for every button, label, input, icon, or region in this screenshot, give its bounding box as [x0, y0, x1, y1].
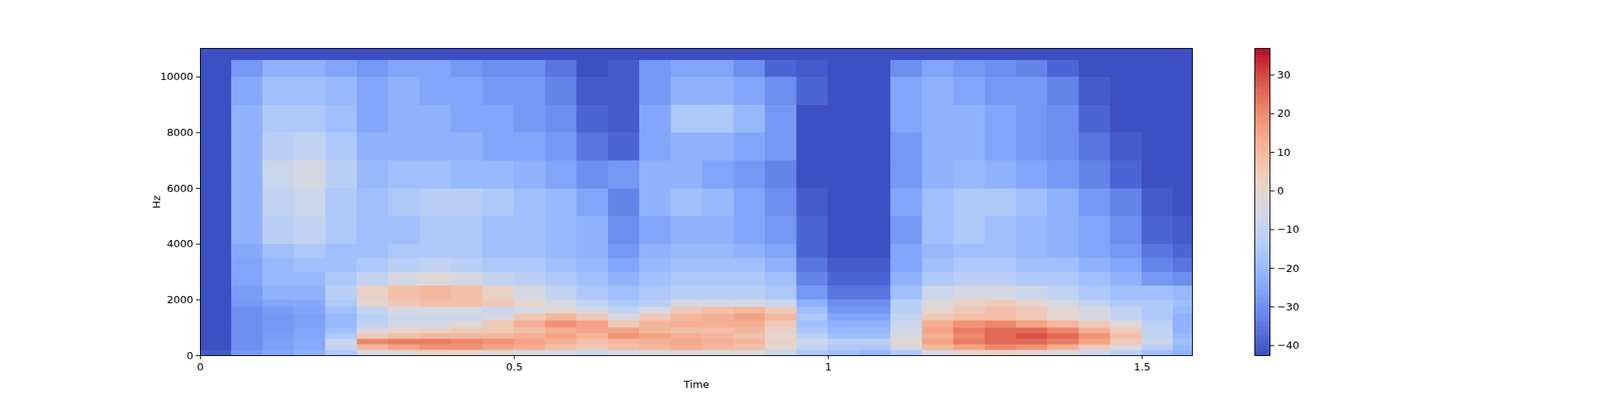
svg-text:8000: 8000 — [166, 126, 193, 139]
svg-text:1.5: 1.5 — [1133, 360, 1151, 373]
svg-text:Time: Time — [683, 378, 710, 391]
svg-text:0: 0 — [1277, 184, 1284, 197]
svg-text:10: 10 — [1277, 146, 1292, 159]
svg-text:4000: 4000 — [166, 237, 193, 250]
svg-text:0.5: 0.5 — [506, 360, 524, 373]
svg-text:20: 20 — [1277, 107, 1292, 120]
svg-text:−30: −30 — [1277, 300, 1300, 313]
svg-text:Hz: Hz — [150, 195, 163, 209]
svg-text:2000: 2000 — [166, 293, 193, 306]
svg-text:0: 0 — [186, 349, 193, 362]
svg-text:6000: 6000 — [166, 182, 193, 195]
svg-text:0: 0 — [196, 360, 204, 373]
svg-text:−20: −20 — [1277, 261, 1300, 274]
svg-text:−40: −40 — [1277, 339, 1300, 352]
svg-text:1: 1 — [824, 360, 832, 373]
svg-text:10000: 10000 — [160, 70, 193, 83]
svg-text:30: 30 — [1277, 68, 1292, 81]
svg-text:−10: −10 — [1277, 223, 1300, 236]
